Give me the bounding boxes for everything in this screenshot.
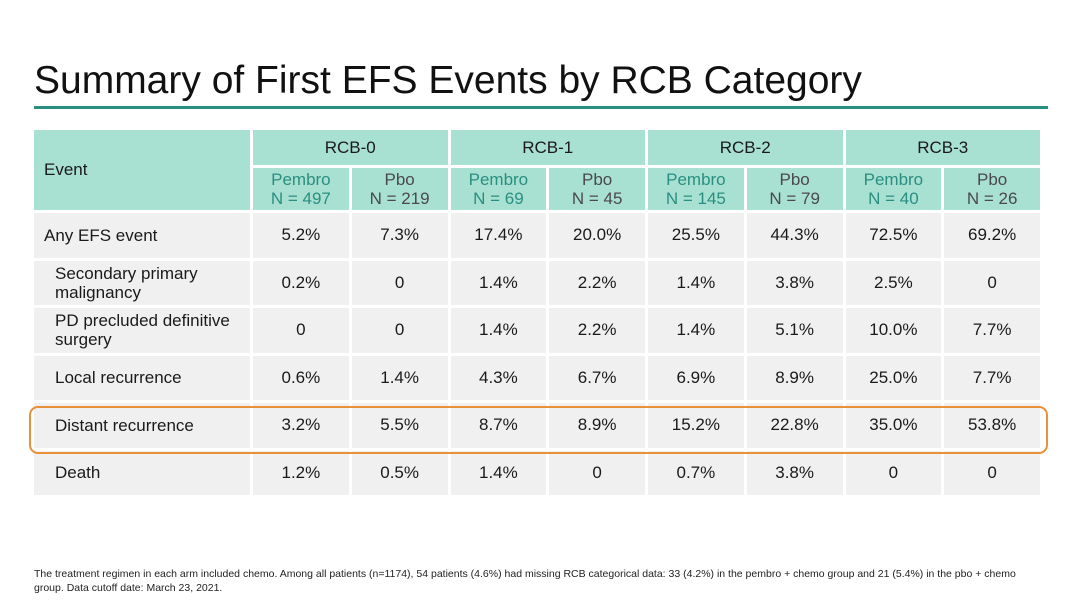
- arm-header: Pembro N = 497: [253, 168, 349, 210]
- arm-n: N = 145: [665, 189, 726, 208]
- row-label: Death: [34, 450, 250, 495]
- table-cell: 4.3%: [450, 355, 547, 400]
- arm-header: Pembro N = 145: [648, 168, 744, 210]
- table-cell: 0: [845, 450, 942, 495]
- table-cell: 0: [549, 450, 645, 495]
- table-cell: 1.4%: [450, 450, 547, 495]
- table-cell: 25.0%: [845, 355, 942, 400]
- table-cell: 6.7%: [549, 355, 645, 400]
- table-cell: 2.2%: [549, 308, 645, 353]
- table-cell: 8.9%: [746, 355, 843, 400]
- table-cell: 0.6%: [253, 355, 349, 400]
- table-cell: 69.2%: [944, 213, 1040, 258]
- efs-events-table: Event RCB-0 RCB-1 RCB-2 RCB-3 Pembro N = …: [31, 127, 1043, 498]
- arm-name: Pembro: [271, 170, 331, 189]
- table-cell: 1.4%: [450, 260, 547, 305]
- table-cell: 35.0%: [845, 403, 942, 448]
- arm-name: Pbo: [779, 170, 810, 189]
- table-cell: 1.4%: [450, 308, 547, 353]
- row-label: Distant recurrence: [34, 403, 250, 448]
- group-header-rcb-2: RCB-2: [648, 130, 843, 165]
- table-row-secondary-primary-malignancy: Secondary primary malignancy 0.2% 0 1.4%…: [34, 260, 1040, 305]
- table-row-local-recurrence: Local recurrence 0.6% 1.4% 4.3% 6.7% 6.9…: [34, 355, 1040, 400]
- arm-name: Pembro: [666, 170, 726, 189]
- table-cell: 1.4%: [648, 308, 744, 353]
- arm-name: Pbo: [384, 170, 415, 189]
- arm-header: Pbo N = 45: [549, 168, 645, 210]
- table-cell: 7.7%: [944, 355, 1040, 400]
- table-cell: 3.8%: [746, 260, 843, 305]
- arm-n: N = 26: [966, 189, 1018, 208]
- event-column-header: Event: [34, 130, 250, 210]
- group-header-rcb-3: RCB-3: [845, 130, 1040, 165]
- table-cell: 17.4%: [450, 213, 547, 258]
- table-cell: 8.9%: [549, 403, 645, 448]
- arm-n: N = 40: [868, 189, 919, 208]
- table-cell: 53.8%: [944, 403, 1040, 448]
- arm-n: N = 79: [769, 189, 820, 208]
- table-cell: 1.4%: [648, 260, 744, 305]
- arm-n: N = 69: [473, 189, 524, 208]
- title-divider: [34, 106, 1048, 109]
- table-cell: 10.0%: [845, 308, 942, 353]
- arm-n: N = 45: [571, 189, 623, 208]
- arm-header: Pbo N = 219: [351, 168, 448, 210]
- table-cell: 0: [351, 260, 448, 305]
- table-cell: 0.7%: [648, 450, 744, 495]
- group-header-rcb-1: RCB-1: [450, 130, 645, 165]
- table-cell: 1.4%: [351, 355, 448, 400]
- table-cell: 6.9%: [648, 355, 744, 400]
- table-cell: 1.2%: [253, 450, 349, 495]
- table-cell: 3.2%: [253, 403, 349, 448]
- table-row-pd-precluded-surgery: PD precluded definitive surgery 0 0 1.4%…: [34, 308, 1040, 353]
- table-cell: 20.0%: [549, 213, 645, 258]
- table-cell: 15.2%: [648, 403, 744, 448]
- arm-name: Pbo: [977, 170, 1008, 189]
- table-cell: 5.1%: [746, 308, 843, 353]
- table-cell: 0: [351, 308, 448, 353]
- table-cell: 0.5%: [351, 450, 448, 495]
- table-cell: 5.5%: [351, 403, 448, 448]
- table-cell: 0.2%: [253, 260, 349, 305]
- table-cell: 0: [944, 260, 1040, 305]
- table-cell: 5.2%: [253, 213, 349, 258]
- table-cell: 3.8%: [746, 450, 843, 495]
- table-cell: 72.5%: [845, 213, 942, 258]
- arm-name: Pembro: [468, 170, 529, 189]
- table-cell: 7.3%: [351, 213, 448, 258]
- arm-header: Pbo N = 26: [944, 168, 1040, 210]
- row-label: Any EFS event: [34, 213, 250, 258]
- arm-name: Pembro: [863, 170, 924, 189]
- footnote: The treatment regimen in each arm includ…: [34, 568, 1016, 594]
- group-header-rcb-0: RCB-0: [253, 130, 448, 165]
- table-cell: 0: [944, 450, 1040, 495]
- table-cell: 0: [253, 308, 349, 353]
- table-cell: 7.7%: [944, 308, 1040, 353]
- table-cell: 25.5%: [648, 213, 744, 258]
- row-label: Local recurrence: [34, 355, 250, 400]
- arm-header: Pbo N = 79: [746, 168, 843, 210]
- arm-header: Pembro N = 40: [845, 168, 942, 210]
- arm-header: Pembro N = 69: [450, 168, 547, 210]
- table-cell: 22.8%: [746, 403, 843, 448]
- arm-name: Pbo: [582, 170, 613, 189]
- arm-n: N = 219: [369, 189, 430, 208]
- table-cell: 44.3%: [746, 213, 843, 258]
- table-row-distant-recurrence: Distant recurrence 3.2% 5.5% 8.7% 8.9% 1…: [34, 403, 1040, 448]
- row-label: Secondary primary malignancy: [34, 260, 250, 305]
- table-cell: 8.7%: [450, 403, 547, 448]
- arm-n: N = 497: [270, 189, 331, 208]
- slide-title: Summary of First EFS Events by RCB Categ…: [34, 59, 862, 102]
- table-row-death: Death 1.2% 0.5% 1.4% 0 0.7% 3.8% 0 0: [34, 450, 1040, 495]
- table-cell: 2.5%: [845, 260, 942, 305]
- row-label: PD precluded definitive surgery: [34, 308, 250, 353]
- table-row-any-efs-event: Any EFS event 5.2% 7.3% 17.4% 20.0% 25.5…: [34, 213, 1040, 258]
- table-cell: 2.2%: [549, 260, 645, 305]
